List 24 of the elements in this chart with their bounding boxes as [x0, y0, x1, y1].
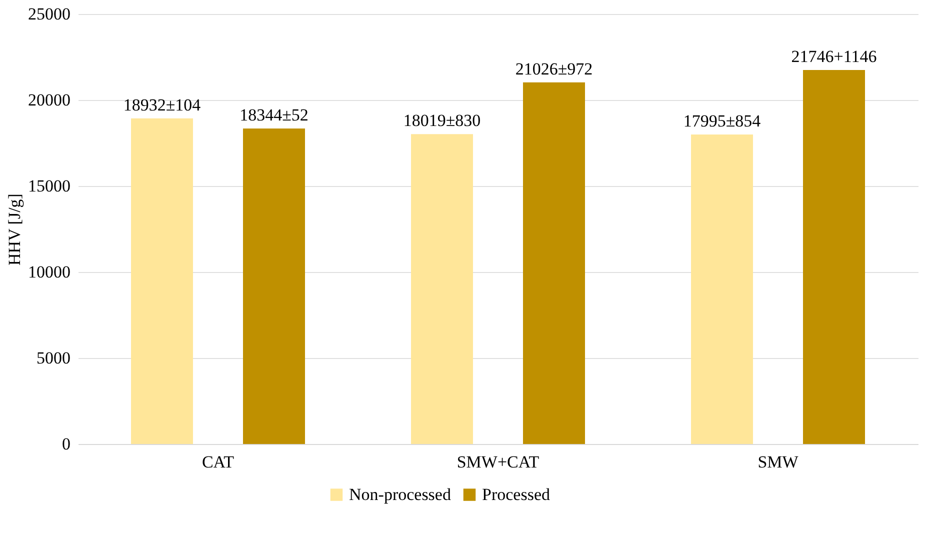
- y-axis-title: HHV [J/g]: [5, 194, 24, 266]
- y-tick-label: 5000: [36, 348, 70, 368]
- bar: [243, 128, 305, 444]
- x-tick-label: SMW: [758, 452, 800, 472]
- bar: [411, 134, 473, 444]
- y-tick-label: 15000: [28, 176, 70, 196]
- y-tick-label: 20000: [28, 90, 70, 110]
- bar: [131, 118, 193, 444]
- y-tick-label: 10000: [28, 262, 70, 282]
- bar: [691, 134, 753, 444]
- x-tick-label: CAT: [202, 452, 235, 472]
- bar: [803, 70, 865, 444]
- data-label: 18932±104: [123, 95, 202, 114]
- y-tick-label: 25000: [28, 4, 70, 24]
- x-tick-label: SMW+CAT: [456, 452, 540, 472]
- legend-label: Processed: [482, 484, 550, 504]
- data-label: 21746+1146: [791, 46, 877, 66]
- legend-label: Non-processed: [349, 484, 452, 504]
- data-label: 18019±830: [403, 111, 481, 130]
- data-label: 17995±854: [683, 111, 762, 130]
- y-tick-label: 0: [62, 434, 70, 454]
- data-label: 18344±52: [240, 105, 308, 124]
- data-label: 21026±972: [515, 59, 593, 78]
- bar: [523, 82, 585, 444]
